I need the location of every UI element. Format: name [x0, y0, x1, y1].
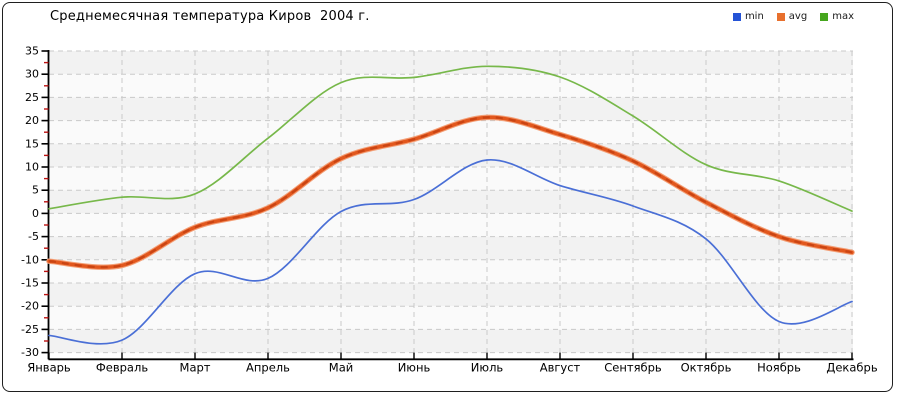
series-max	[48, 65, 853, 212]
y-tick-label: 15	[25, 137, 39, 150]
y-axis: 35 30 25 20 15 10 5 0 -5 -10 -15 -20 -25 -30	[21, 45, 50, 360]
x-tick-label: Декабрь	[826, 361, 877, 375]
y-tick-label: -25	[21, 323, 39, 336]
legend-swatch-min-icon	[732, 13, 741, 21]
y-tick-label: -15	[21, 277, 39, 290]
x-axis: Январь Февраль Март Апрель Май Июнь Июль Август…	[27, 352, 878, 375]
x-tick-label: Июль	[471, 361, 504, 375]
plot-band	[49, 167, 853, 191]
legend-item-max[interactable]: max	[820, 12, 854, 22]
x-tick-label: Май	[329, 361, 353, 375]
legend-item-avg[interactable]: avg	[776, 11, 808, 22]
legend-label-avg: avg	[788, 11, 808, 22]
plot-band	[49, 213, 853, 237]
x-tick-label: Март	[180, 361, 211, 375]
plot-band	[49, 51, 853, 75]
x-tick-label: Сентябрь	[604, 361, 662, 375]
x-tick-label: Июнь	[398, 361, 431, 375]
y-tick-label: 20	[25, 114, 39, 127]
y-tick-label: 5	[32, 184, 39, 197]
x-tick-label: Январь	[27, 361, 71, 375]
plot-band	[49, 329, 853, 353]
x-tick-label: Ноябрь	[757, 361, 801, 375]
plot-band	[49, 143, 853, 167]
series-avg	[46, 114, 855, 270]
plot-bands	[49, 51, 853, 353]
legend-item-min[interactable]: min	[732, 11, 764, 22]
y-tick-label: 35	[25, 45, 39, 58]
y-tick-label: -20	[21, 300, 39, 313]
series-min	[48, 159, 853, 345]
plot-band	[49, 259, 853, 283]
x-tick-label: Октябрь	[681, 361, 732, 375]
legend-label-max: max	[832, 11, 854, 22]
legend: min avg max	[732, 11, 854, 22]
avg-line-texture	[48, 116, 853, 269]
plot-band	[49, 97, 853, 121]
y-tick-label: -5	[28, 230, 39, 243]
x-tick-label: Февраль	[96, 361, 148, 375]
y-tick-label: 30	[25, 68, 39, 81]
legend-swatch-avg-icon	[776, 13, 785, 21]
y-tick-label: -10	[21, 253, 39, 266]
legend-swatch-max-icon	[820, 13, 829, 21]
y-tick-label: 0	[32, 207, 39, 220]
plot-band	[49, 283, 853, 307]
x-tick-label: Август	[540, 361, 581, 375]
min-line	[48, 159, 853, 345]
plot-band	[49, 74, 853, 98]
y-tick-label: -30	[21, 346, 39, 359]
plot-band	[49, 236, 853, 260]
max-line	[48, 65, 853, 212]
x-tick-label: Апрель	[246, 361, 290, 375]
chart-title: Среднемесячная температура Киров 2004 г.	[50, 9, 370, 24]
plot-band	[49, 120, 853, 144]
y-tick-label: 25	[25, 91, 39, 104]
h-gridlines	[49, 50, 853, 354]
y-tick-label: 10	[25, 161, 39, 174]
plot-band	[49, 190, 853, 214]
legend-label-min: min	[744, 11, 764, 22]
plot-band	[49, 306, 853, 330]
